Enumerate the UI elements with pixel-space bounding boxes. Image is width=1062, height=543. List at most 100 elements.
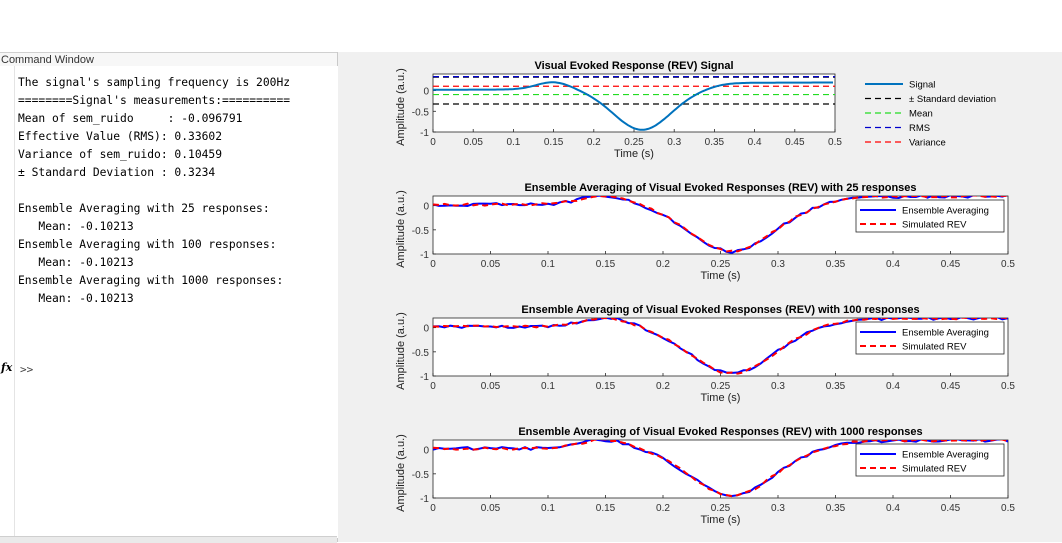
legend-label: Ensemble Averaging <box>902 206 989 217</box>
y-tick-label: -0.5 <box>412 226 430 237</box>
x-tick-label: 0.15 <box>544 137 564 148</box>
x-tick-label: 0 <box>430 259 436 270</box>
x-tick-label: 0 <box>430 503 436 514</box>
y-axis-label-3: Amplitude (a.u.) <box>395 312 407 390</box>
x-tick-label: 0.1 <box>541 503 555 514</box>
plot-title-3: Ensemble Averaging of Visual Evoked Resp… <box>521 304 919 316</box>
x-tick-label: 0.05 <box>463 137 483 148</box>
simulated-rev-line <box>433 196 1008 253</box>
x-tick-label: 0.05 <box>481 381 501 392</box>
legend-label: Ensemble Averaging <box>902 328 989 339</box>
x-tick-label: 0.3 <box>771 259 785 270</box>
x-tick-label: 0.45 <box>941 259 961 270</box>
output-line: The signal's sampling frequency is 200Hz <box>18 76 291 89</box>
legend-label: ± Standard deviation <box>909 94 996 105</box>
legend-label: RMS <box>909 123 930 134</box>
plot-title-4: Ensemble Averaging of Visual Evoked Resp… <box>518 426 922 438</box>
y-tick-label: 0 <box>423 446 429 457</box>
x-tick-label: 0.5 <box>1001 381 1015 392</box>
x-tick-label: 0.3 <box>771 503 785 514</box>
x-tick-label: 0.2 <box>587 137 601 148</box>
signal-line <box>433 81 833 131</box>
y-axis-label-4: Amplitude (a.u.) <box>395 434 407 512</box>
output-line: Ensemble Averaging with 25 responses: <box>18 202 270 215</box>
output-line: ========Signal's measurements:========== <box>18 94 291 107</box>
legend-label: Signal <box>909 80 935 91</box>
x-tick-label: 0.15 <box>596 503 616 514</box>
x-tick-label: 0.5 <box>828 137 842 148</box>
y-axis-label-2: Amplitude (a.u.) <box>395 190 407 268</box>
legend-box <box>855 443 1005 477</box>
plot-lines-1 <box>433 76 835 131</box>
x-tick-label: 0.45 <box>785 137 805 148</box>
x-axis-label-3: Time (s) <box>701 392 741 404</box>
command-window-title: Command Window <box>0 52 337 66</box>
x-tick-label: 0.3 <box>667 137 681 148</box>
legend-label: Simulated REV <box>902 220 967 231</box>
x-tick-label: 0.4 <box>886 381 900 392</box>
x-tick-label: 0.5 <box>1001 259 1015 270</box>
legend-label: Mean <box>909 109 933 120</box>
x-tick-label: 0.35 <box>826 381 846 392</box>
x-tick-label: 0.4 <box>886 503 900 514</box>
y-tick-label: -1 <box>420 128 429 139</box>
y-tick-label: 0 <box>423 87 429 98</box>
x-tick-label: 0.15 <box>596 381 616 392</box>
y-tick-label: -0.5 <box>412 107 430 118</box>
x-tick-label: 0.05 <box>481 259 501 270</box>
legend-label: Simulated REV <box>902 342 967 353</box>
x-tick-label: 0.35 <box>826 259 846 270</box>
plot-lines-3 <box>433 318 1008 375</box>
x-tick-label: 0.1 <box>541 259 555 270</box>
y-tick-label: 0 <box>423 324 429 335</box>
x-tick-label: 0.3 <box>771 381 785 392</box>
x-tick-label: 0.2 <box>656 381 670 392</box>
x-tick-label: 0.25 <box>711 503 731 514</box>
output-line: Mean: -0.10213 <box>18 292 134 305</box>
plot-title-1: Visual Evoked Response (REV) Signal <box>534 60 733 72</box>
output-line: Ensemble Averaging with 100 responses: <box>18 238 277 251</box>
output-line: Mean: -0.10213 <box>18 220 134 233</box>
top-blank-area <box>0 0 1062 52</box>
simulated-rev-line <box>433 440 1008 498</box>
x-tick-label: 0.1 <box>541 381 555 392</box>
y-tick-label: -1 <box>420 372 429 383</box>
simulated-rev-line <box>433 318 1008 375</box>
output-line: Mean: -0.10213 <box>18 256 134 269</box>
command-window-bottom-bar <box>0 536 337 543</box>
x-tick-label: 0.4 <box>886 259 900 270</box>
y-tick-label: -0.5 <box>412 470 430 481</box>
x-tick-label: 0.35 <box>826 503 846 514</box>
legend-box <box>855 321 1005 355</box>
command-window[interactable]: Command Window The signal's sampling fre… <box>0 52 338 543</box>
output-line: Effective Value (RMS): 0.33602 <box>18 130 223 143</box>
x-axis-label-1: Time (s) <box>614 148 654 160</box>
x-tick-label: 0.2 <box>656 503 670 514</box>
x-tick-label: 0.15 <box>596 259 616 270</box>
legend-box <box>855 199 1005 233</box>
x-tick-label: 0.1 <box>506 137 520 148</box>
x-tick-label: 0.45 <box>941 381 961 392</box>
y-tick-label: -0.5 <box>412 348 430 359</box>
plot-lines-4 <box>433 440 1008 498</box>
y-tick-label: -1 <box>420 250 429 261</box>
x-tick-label: 0 <box>430 137 436 148</box>
legend-label: Ensemble Averaging <box>902 450 989 461</box>
fx-function-icon[interactable]: fx <box>1 361 13 374</box>
y-tick-label: 0 <box>423 202 429 213</box>
figure-window[interactable]: Visual Evoked Response (REV) Signal 0 0.05… <box>338 52 1062 542</box>
output-line: Ensemble Averaging with 1000 responses: <box>18 274 284 287</box>
y-axis-label-1: Amplitude (a.u.) <box>395 68 407 146</box>
x-tick-label: 0.35 <box>705 137 725 148</box>
legend-label: Variance <box>909 138 946 149</box>
x-tick-label: 0 <box>430 381 436 392</box>
plot-lines-2 <box>433 196 1008 254</box>
x-axis-label-4: Time (s) <box>701 514 741 526</box>
x-tick-label: 0.4 <box>748 137 762 148</box>
output-line: Variance of sem_ruido: 0.10459 <box>18 148 223 161</box>
x-tick-label: 0.25 <box>711 381 731 392</box>
command-window-output[interactable]: The signal's sampling frequency is 200Hz… <box>14 66 338 538</box>
command-prompt[interactable]: >> <box>20 363 34 376</box>
y-tick-label: -1 <box>420 494 429 505</box>
figure-canvas[interactable]: Visual Evoked Response (REV) Signal 0 0.05… <box>338 52 1062 542</box>
